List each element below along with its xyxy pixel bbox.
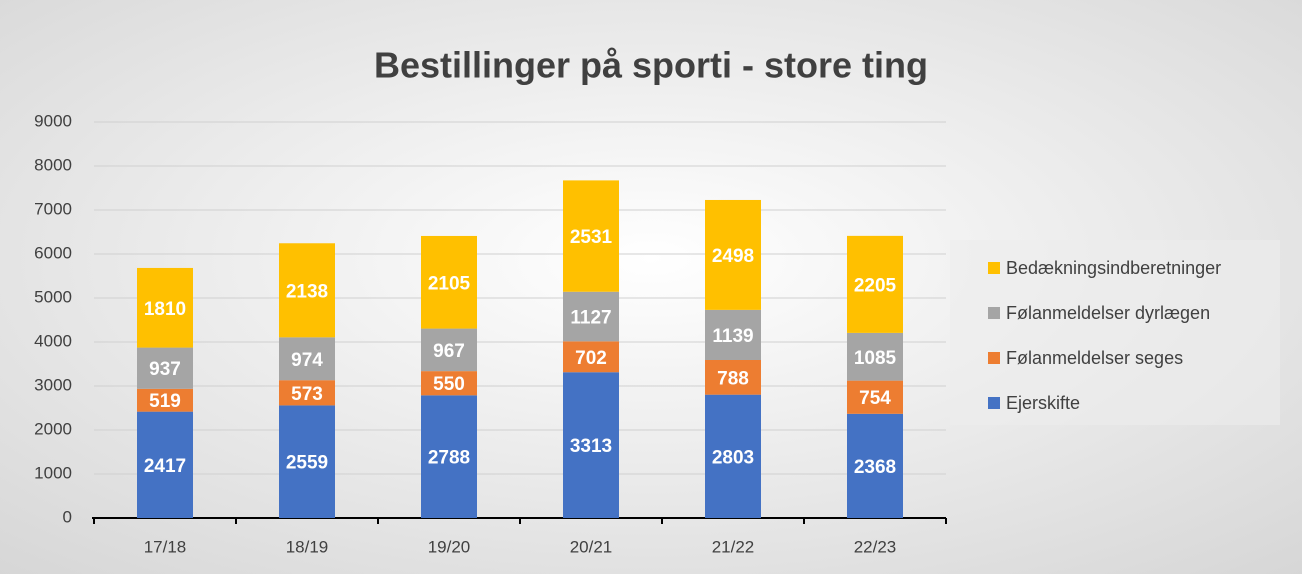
bar-segment	[847, 413, 903, 518]
bar-segment	[847, 380, 903, 414]
bar-segment	[421, 328, 477, 372]
bar-segment	[137, 411, 193, 518]
x-tick-label: 17/18	[144, 537, 187, 556]
bar-segment	[563, 341, 619, 373]
data-label: 2498	[712, 246, 754, 267]
bar-segment	[705, 309, 761, 360]
bar-segment	[421, 395, 477, 518]
bar-segment	[137, 267, 193, 348]
legend-label: Ejerskifte	[1006, 393, 1080, 413]
y-tick-label: 0	[63, 507, 72, 526]
data-label: 2803	[712, 447, 754, 468]
y-tick-label: 3000	[34, 375, 72, 394]
legend-label: Følanmeldelser dyrlægen	[1006, 303, 1210, 323]
bar-segment	[137, 347, 193, 389]
y-tick-label: 7000	[34, 199, 72, 218]
bar-segment	[279, 405, 335, 518]
bar-segment	[137, 388, 193, 412]
data-label: 1127	[570, 308, 611, 329]
y-tick-label: 5000	[34, 287, 72, 306]
y-tick-label: 9000	[34, 111, 72, 130]
y-tick-label: 6000	[34, 243, 72, 262]
bar-segment	[563, 291, 619, 342]
legend-box	[950, 240, 1280, 425]
legend-label: Bedækningsindberetninger	[1006, 258, 1221, 278]
x-tick-label: 19/20	[428, 537, 471, 556]
data-label: 754	[859, 388, 891, 409]
y-tick-label: 8000	[34, 155, 72, 174]
x-tick-label: 22/23	[854, 537, 897, 556]
bar-segment	[279, 243, 335, 338]
data-label: 573	[291, 384, 323, 405]
legend-swatch	[988, 352, 1000, 364]
legend-swatch	[988, 307, 1000, 319]
bar-segment	[705, 394, 761, 518]
data-label: 967	[433, 341, 465, 362]
y-tick-label: 1000	[34, 463, 72, 482]
bar-segment	[847, 332, 903, 381]
data-label: 2368	[854, 457, 896, 478]
data-label: 2559	[286, 453, 328, 474]
data-label: 974	[291, 350, 323, 371]
data-label: 3313	[570, 436, 612, 457]
data-label: 1139	[712, 326, 753, 347]
data-label: 702	[575, 348, 607, 369]
data-label: 1085	[854, 348, 897, 369]
bar-segment	[421, 235, 477, 329]
x-tick-label: 18/19	[286, 537, 329, 556]
data-label: 550	[433, 374, 465, 395]
bar-segment	[421, 371, 477, 396]
bar-segment	[563, 180, 619, 292]
bar-segment	[563, 372, 619, 518]
bar-segment	[279, 337, 335, 381]
y-tick-label: 4000	[34, 331, 72, 350]
data-label: 519	[149, 391, 181, 412]
data-label: 788	[717, 368, 749, 389]
y-tick-label: 2000	[34, 419, 72, 438]
data-label: 2138	[286, 281, 328, 302]
bar-segment	[279, 380, 335, 406]
data-label: 937	[149, 359, 181, 380]
data-label: 1810	[144, 299, 186, 320]
legend-swatch	[988, 262, 1000, 274]
data-label: 2417	[144, 456, 186, 477]
legend-swatch	[988, 397, 1000, 409]
x-tick-label: 20/21	[570, 537, 613, 556]
chart-title: Bestillinger på sporti - store ting	[374, 45, 928, 86]
data-label: 2531	[570, 227, 613, 248]
data-label: 2105	[428, 273, 471, 294]
bar-segment	[847, 235, 903, 333]
x-tick-label: 21/22	[712, 537, 755, 556]
bar-segment	[705, 199, 761, 310]
data-label: 2205	[854, 275, 897, 296]
data-label: 2788	[428, 448, 470, 469]
bar-segment	[705, 359, 761, 395]
legend-label: Følanmeldelser seges	[1006, 348, 1183, 368]
